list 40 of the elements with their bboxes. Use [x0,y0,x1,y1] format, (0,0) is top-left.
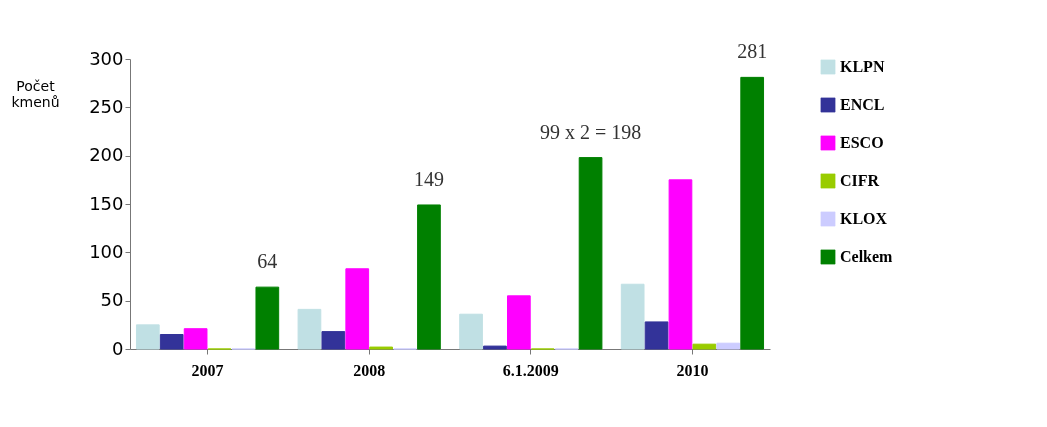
y-tick-label: 300 [89,47,124,69]
y-tick-label: 150 [89,192,124,214]
legend-label: Celkem [840,248,894,265]
data-label: 64 [257,250,278,273]
y-tick-label: 0 [112,337,124,359]
bar [417,204,441,350]
y-tick-label: 250 [89,95,124,117]
bar [459,313,483,350]
bar [135,324,160,350]
y-tick-label: 100 [89,240,124,262]
legend-label: KLPN [840,58,885,75]
legend-label: ENCL [840,96,885,113]
x-tick-label: 2008 [353,361,386,379]
bar [183,328,208,350]
bar [692,343,717,350]
bar [668,179,693,350]
x-tick-label: 6.1.2009 [502,361,559,379]
bar [620,283,645,350]
data-label: 99 x 2 = 198 [539,120,642,143]
data-label: 281 [737,40,768,63]
legend-label: CIFR [840,172,880,189]
data-label: 149 [413,167,444,190]
x-tick-label: 2010 [676,361,709,379]
bar [321,331,346,350]
bar [297,308,322,350]
bar [159,334,184,350]
bar [255,286,280,350]
legend-label: ESCO [840,134,884,151]
bar [740,76,765,350]
bar [644,321,669,350]
legend-label: KLOX [840,210,888,227]
bar [345,268,370,350]
y-tick-label: 50 [100,289,124,311]
bar [507,295,531,350]
y-axis-title: Počet kmenů [11,77,60,110]
x-tick-label: 2007 [191,361,224,379]
bar [716,342,741,350]
bar [483,345,507,350]
y-tick-label: 200 [89,144,124,166]
bar [578,157,603,350]
